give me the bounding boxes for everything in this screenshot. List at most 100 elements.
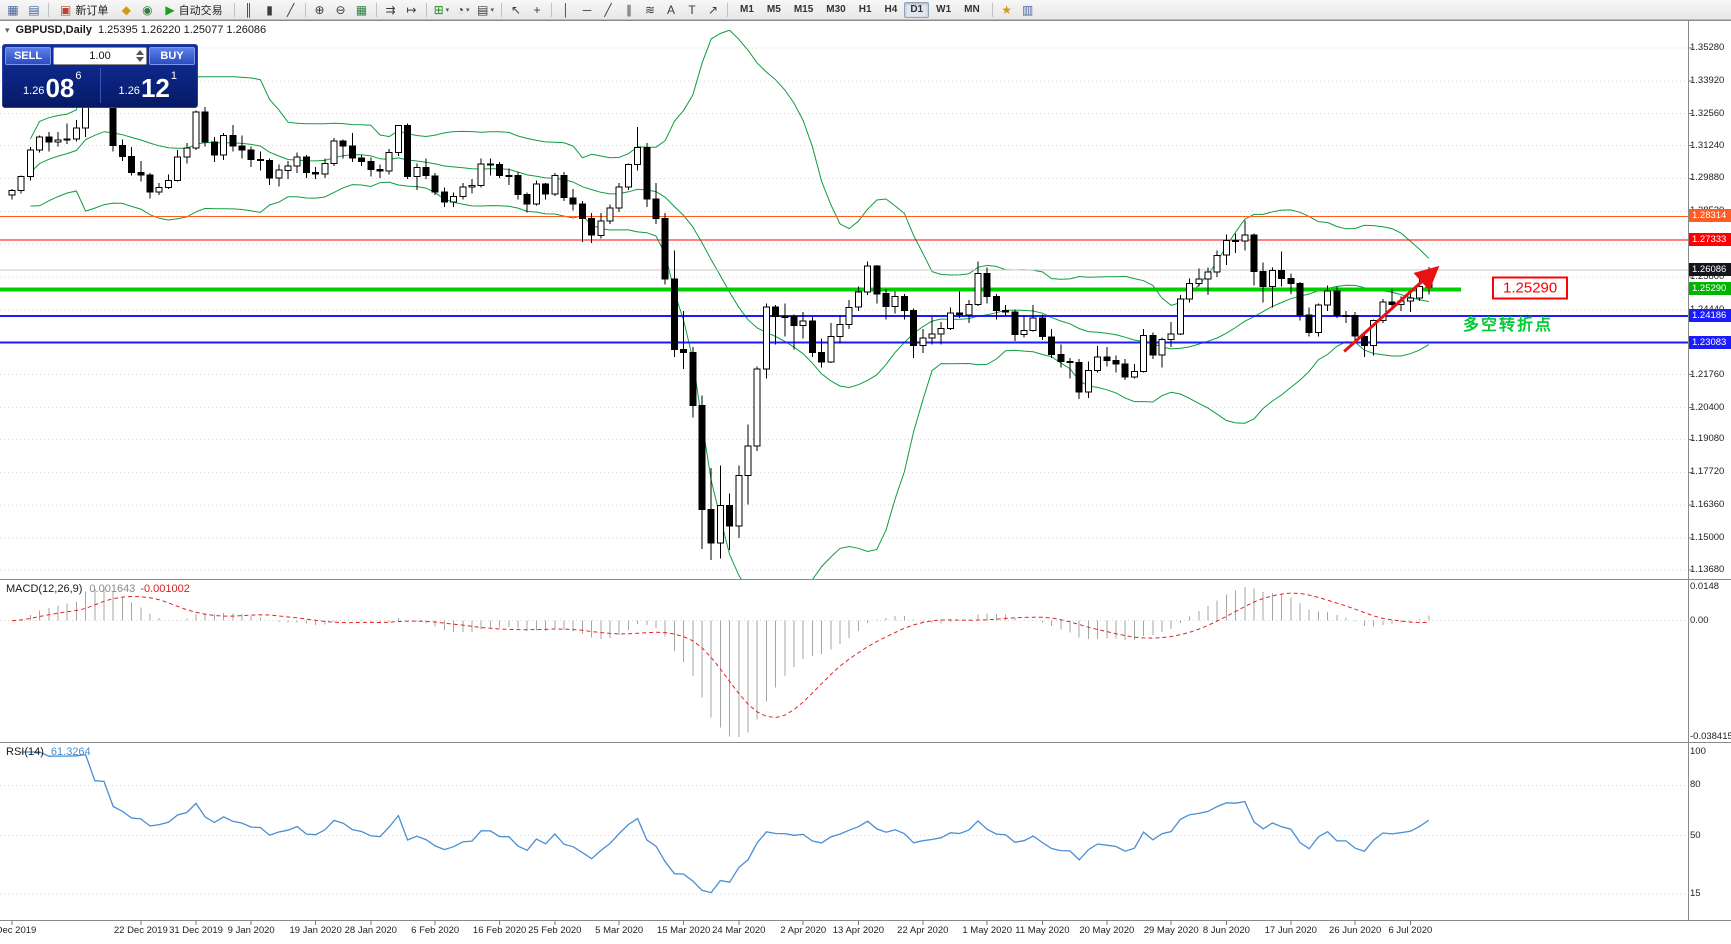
lot-decrease-icon[interactable]: [136, 57, 144, 62]
dropdown-arrow-icon: ▾: [490, 6, 495, 14]
buy-button[interactable]: BUY: [149, 47, 195, 65]
mql5-market-icon[interactable]: ◆: [116, 1, 136, 19]
cursor-icon: ↖: [510, 2, 522, 17]
date-axis-label: 25 Feb 2020: [528, 925, 582, 936]
sell-price[interactable]: 1.26 08 6: [5, 66, 100, 105]
text-tool-icon[interactable]: A: [661, 1, 681, 19]
toolbar-separator: [425, 2, 427, 17]
zoom-out-icon[interactable]: ⊖: [331, 1, 351, 19]
vertical-line-icon: │: [562, 2, 570, 17]
date-axis-label: 2 Apr 2020: [780, 925, 827, 936]
date-axis-label: 29 May 2020: [1143, 925, 1199, 936]
sell-button[interactable]: SELL: [5, 47, 51, 65]
date-axis-label: 15 Mar 2020: [656, 925, 711, 936]
rsi-axis-label: 100: [1690, 746, 1706, 757]
chart-profiles-icon[interactable]: ▤: [24, 1, 44, 19]
mql5-market-icon: ◆: [121, 2, 131, 17]
trendline-icon[interactable]: ╱: [598, 1, 618, 19]
price-callout-label[interactable]: 1.25290: [1492, 276, 1569, 300]
horizontal-line-icon[interactable]: ─: [577, 1, 597, 19]
symbol-period-label: GBPUSD,Daily: [15, 24, 92, 36]
candlesticks: [8, 51, 1433, 561]
price-divider: [99, 68, 101, 103]
periods-icon[interactable]: ◔ ▾: [453, 1, 473, 19]
rsi-axis-label: 80: [1690, 779, 1701, 791]
channel-icon[interactable]: ∥: [619, 1, 639, 19]
toolbar-separator: [233, 2, 235, 17]
templates-icon[interactable]: ▤ ▾: [474, 1, 497, 19]
timeframe-button-m30[interactable]: M30: [820, 2, 851, 18]
indicators-icon[interactable]: ⊞ ▾: [431, 1, 453, 19]
chart-shift-icon[interactable]: ↦: [402, 1, 422, 19]
trend-arrow[interactable]: [1343, 265, 1440, 353]
cursor-icon[interactable]: ↖: [506, 1, 526, 19]
crosshair-icon[interactable]: +: [527, 1, 547, 19]
rsi-indicator-label: RSI(14) 61.3264: [6, 746, 91, 758]
toolbar-separator: [304, 2, 306, 17]
new-order-button[interactable]: ▣ 新订单: [53, 1, 115, 19]
window-layout-icon[interactable]: ▥: [1018, 1, 1038, 19]
label-tool-icon[interactable]: T: [682, 1, 702, 19]
community-icon: ◉: [142, 2, 153, 17]
timeframe-button-d1[interactable]: D1: [904, 1, 930, 18]
timeframe-button-m1[interactable]: M1: [734, 2, 760, 18]
date-axis-label: 26 Jun 2020: [1329, 925, 1382, 936]
timeframe-button-m5[interactable]: M5: [761, 2, 787, 18]
buy-price-prefix: 1.26: [118, 85, 140, 97]
autotrading-button[interactable]: ▶ 自动交易: [158, 1, 229, 19]
date-axis-label: 17 Jun 2020: [1264, 925, 1317, 936]
timeframe-button-m15[interactable]: M15: [788, 2, 819, 18]
one-click-toggle-icon[interactable]: ▾: [5, 24, 10, 35]
macd-axis-label: -0.038415: [1690, 731, 1731, 742]
arrows-tool-icon[interactable]: ↗: [703, 1, 723, 19]
lot-spinner[interactable]: [136, 50, 144, 62]
timeframe-button-mn[interactable]: MN: [958, 2, 986, 18]
macd-axis-label: 0.00: [1690, 614, 1709, 626]
candlestick-chart-type-icon[interactable]: ▮: [260, 1, 280, 19]
fibonacci-icon[interactable]: ≋: [640, 1, 660, 19]
tile-windows-icon[interactable]: ▦: [352, 1, 372, 19]
lot-increase-icon[interactable]: [136, 50, 144, 55]
new-order-button-label: 新订单: [75, 4, 109, 17]
timeframe-toolbar: M1 M5 M15 M30 H1 H4 D1 W1 MN: [734, 1, 986, 18]
price-badge-1.28314: 1.28314: [1689, 209, 1731, 223]
date-axis-label: 22 Dec 2019: [113, 925, 168, 936]
trendline-icon: ╱: [604, 2, 612, 17]
price-badge-1.26086: 1.26086: [1689, 263, 1731, 277]
text-tool-icon: A: [667, 2, 676, 17]
zoom-in-icon[interactable]: ⊕: [310, 1, 330, 19]
line-chart-type-icon[interactable]: ╱: [281, 1, 301, 19]
buy-price[interactable]: 1.26 12 1: [101, 66, 196, 105]
macd-pane-graphics: [0, 587, 1688, 737]
rsi-label-name: RSI(14): [6, 746, 44, 758]
buy-price-fraction: 1: [170, 70, 177, 82]
timeframe-button-h4[interactable]: H4: [879, 2, 904, 18]
main-toolbar: ▦ ▤ ▣ 新订单 ◆ ◉ ▶ 自动交易 ║ ▮ ╱ ⊕ ⊖ ▦ ⇉ ↦ ⊞ ▾ ◔ ▾ ▤ ▾ ↖ + │ ─ ╱ ∥ ≋ A T ↗ M1 M…: [0, 0, 1731, 20]
price-axis-tick: 1.13680: [1690, 564, 1725, 576]
favorites-icon[interactable]: ★: [997, 1, 1017, 19]
date-axis-label: 6 Feb 2020: [411, 925, 460, 936]
new-chart-icon[interactable]: ▦: [3, 1, 23, 19]
price-axis-tick: 1.20400: [1690, 401, 1725, 413]
vertical-line-icon[interactable]: │: [556, 1, 576, 19]
timeframe-button-h1[interactable]: H1: [853, 2, 878, 18]
bar-chart-type-icon[interactable]: ║: [239, 1, 259, 19]
community-icon[interactable]: ◉: [137, 1, 157, 19]
date-axis-label: 9 Jan 2020: [227, 925, 275, 936]
macd-axis-label: 0.0148: [1690, 581, 1720, 592]
timeframe-button-w1[interactable]: W1: [930, 2, 957, 18]
date-axis-label: 13 Apr 2020: [832, 925, 885, 936]
turning-point-note[interactable]: 多空转折点: [1463, 317, 1554, 335]
bollinger-middle-band: [30, 131, 1429, 389]
auto-scroll-icon[interactable]: ⇉: [381, 1, 401, 19]
date-axis-label: 31 Dec 2019: [169, 925, 223, 936]
date-axis-label: 6 Jul 2020: [1388, 925, 1433, 936]
lot-size-input[interactable]: 1.00: [53, 47, 147, 65]
autotrading-button-label: 自动交易: [178, 4, 223, 17]
horizontal-price-lines[interactable]: [0, 215, 1688, 344]
price-badge-1.23083: 1.23083: [1689, 335, 1731, 349]
macd-value-signal: -0.001002: [140, 583, 190, 595]
rsi-axis-label: 50: [1690, 829, 1701, 841]
date-axis-label: 28 Jan 2020: [344, 925, 397, 936]
